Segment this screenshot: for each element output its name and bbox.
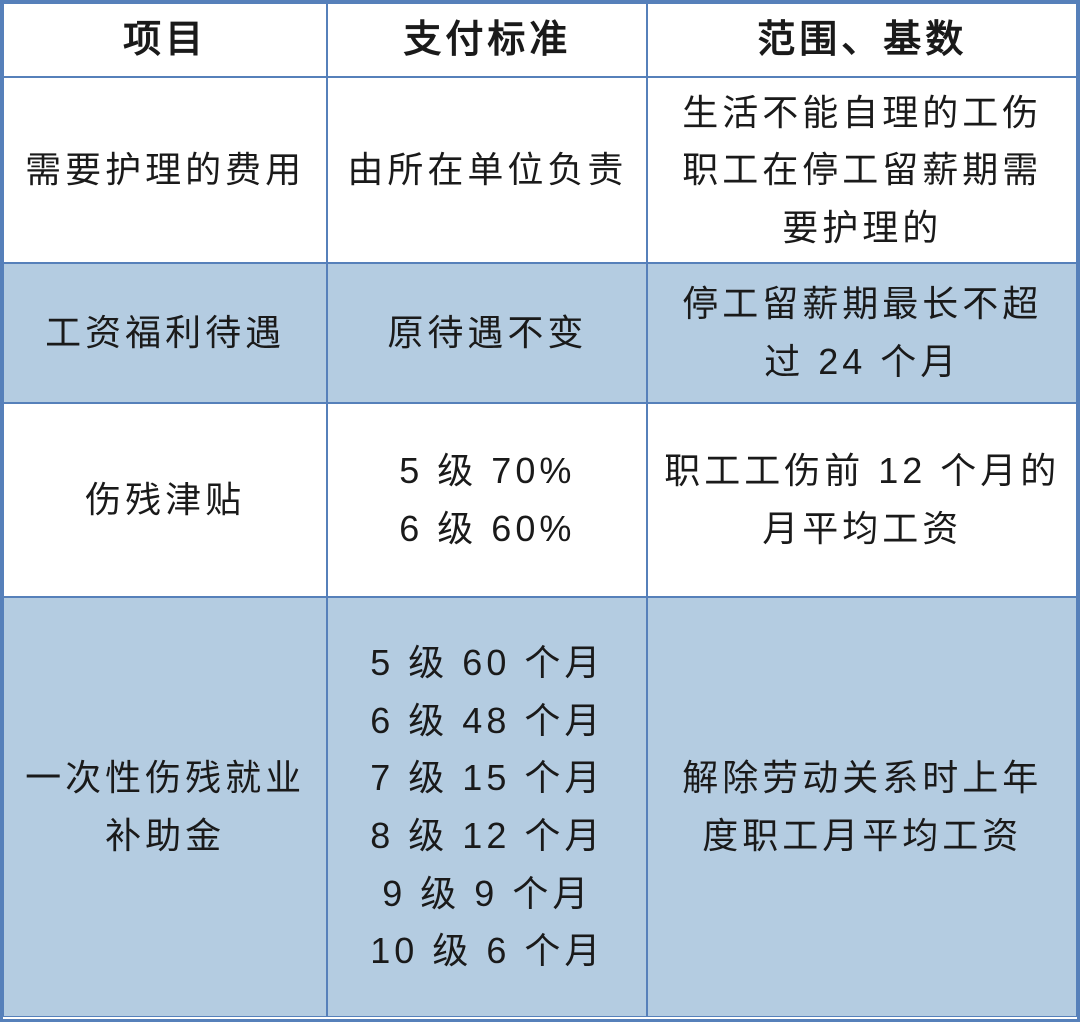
cell-item: 伤残津贴 xyxy=(3,403,327,597)
table-row: 需要护理的费用 由所在单位负责 生活不能自理的工伤职工在停工留薪期需要护理的 xyxy=(3,77,1077,263)
cell-standard: 5 级 60 个月 6 级 48 个月 7 级 15 个月 8 级 12 个月 … xyxy=(327,597,647,1017)
cell-scope: 职工工伤前 12 个月的月平均工资 xyxy=(647,403,1077,597)
cell-item: 需要护理的费用 xyxy=(3,77,327,263)
header-cell-item: 项目 xyxy=(3,3,327,77)
table-row: 伤残津贴 5 级 70% 6 级 60% 职工工伤前 12 个月的月平均工资 xyxy=(3,403,1077,597)
cell-scope: 停工留薪期最长不超过 24 个月 xyxy=(647,263,1077,403)
table-header-row: 项目 支付标准 范围、基数 xyxy=(3,3,1077,77)
cell-standard: 由所在单位负责 xyxy=(327,77,647,263)
cell-item: 工资福利待遇 xyxy=(3,263,327,403)
table-row: 一次性伤残就业补助金 5 级 60 个月 6 级 48 个月 7 级 15 个月… xyxy=(3,597,1077,1017)
cell-standard: 5 级 70% 6 级 60% xyxy=(327,403,647,597)
compensation-table: 项目 支付标准 范围、基数 需要护理的费用 由所在单位负责 生活不能自理的工伤职… xyxy=(0,0,1080,1022)
cell-standard: 原待遇不变 xyxy=(327,263,647,403)
header-cell-scope: 范围、基数 xyxy=(647,3,1077,77)
header-cell-standard: 支付标准 xyxy=(327,3,647,77)
cell-scope: 生活不能自理的工伤职工在停工留薪期需要护理的 xyxy=(647,77,1077,263)
cell-item: 一次性伤残就业补助金 xyxy=(3,597,327,1017)
table-row: 工资福利待遇 原待遇不变 停工留薪期最长不超过 24 个月 xyxy=(3,263,1077,403)
cell-scope: 解除劳动关系时上年度职工月平均工资 xyxy=(647,597,1077,1017)
